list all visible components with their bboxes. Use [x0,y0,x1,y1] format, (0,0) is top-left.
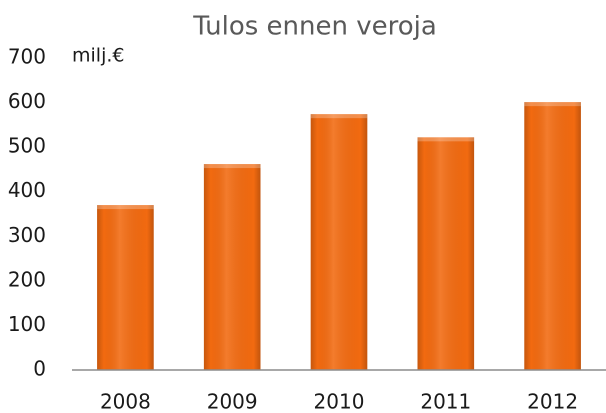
bar-shade [310,114,368,370]
bar-shade [97,205,154,370]
x-tick-label: 2010 [314,390,365,413]
y-tick-label: 200 [8,267,46,291]
x-tick-label: 2008 [100,390,151,413]
x-tick-label: 2011 [420,390,471,413]
y-tick-label: 100 [8,312,46,336]
y-tick-label: 0 [33,357,46,381]
bar-cap [524,102,581,107]
bar-cap [417,137,475,142]
bar-cap [203,164,261,169]
chart-title: Tulos ennen veroja [192,12,437,42]
y-tick-label: 400 [8,178,46,202]
bar-shade [203,164,261,370]
y-tick-label: 600 [8,89,46,113]
y-tick-label: 700 [8,45,46,69]
x-tick-label: 2009 [207,390,258,413]
y-axis-label: milj.€ [72,45,124,67]
bar-shade [417,137,475,370]
y-tick-label: 300 [8,223,46,247]
bar-cap [310,114,368,119]
bar-shade [524,102,581,370]
x-tick-label: 2012 [527,390,578,413]
y-tick-label: 500 [8,134,46,158]
bar-cap [97,205,154,210]
